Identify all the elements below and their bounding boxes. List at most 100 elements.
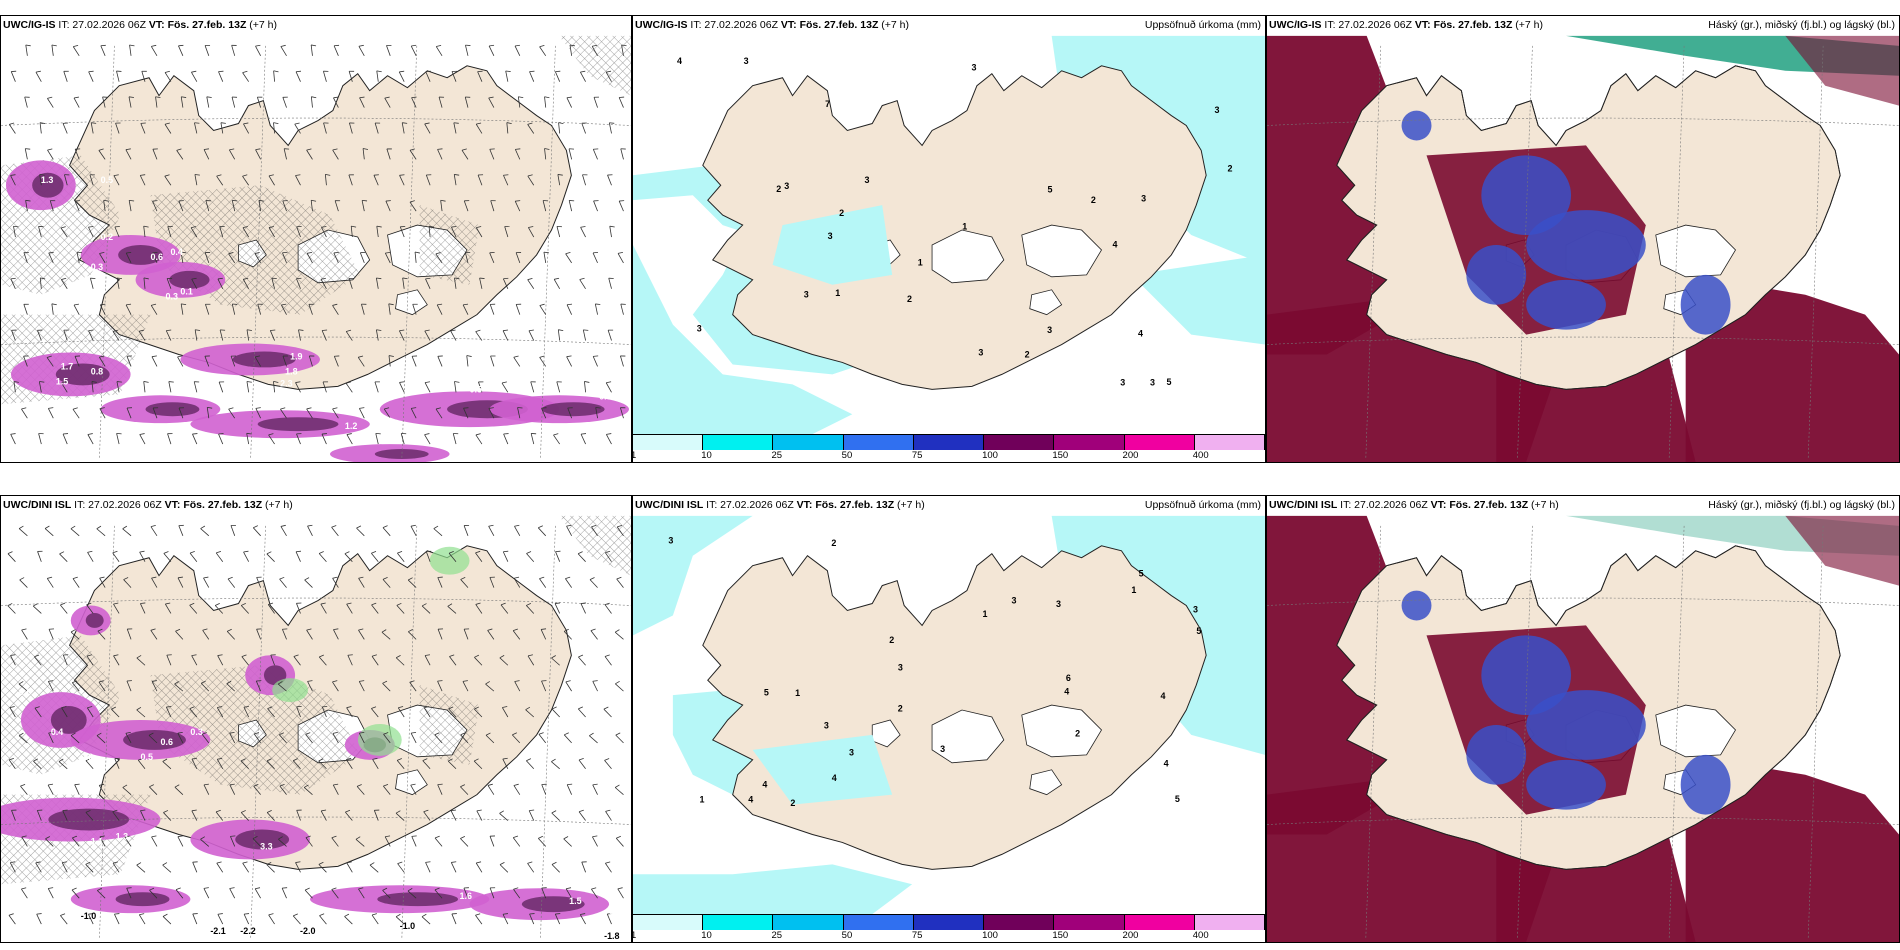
precip-value-label: -1.8 <box>604 931 619 941</box>
precip-value-label: 1.3 <box>116 831 128 841</box>
accum-value-label: 1 <box>962 222 967 232</box>
accum-value-label: 3 <box>1012 596 1017 606</box>
panel-bottom-left: UWC/DINI ISL IT: 27.02.2026 06Z VT: Fös.… <box>0 495 632 943</box>
accum-value-label: 4 <box>1113 240 1118 250</box>
glacier-outline <box>1029 769 1063 796</box>
glacier-outline <box>395 289 428 316</box>
accum-value-label: 2 <box>907 294 912 304</box>
precip-value-label: 0.6 <box>160 737 172 747</box>
panel-top-middle: UWC/IG-IS IT: 27.02.2026 06Z VT: Fös. 27… <box>632 15 1266 463</box>
mid-cloud-area <box>1526 759 1606 810</box>
colorbar-swatch <box>703 435 774 451</box>
low-cloud-area <box>1685 274 1899 462</box>
colorbar-tick-label: 100 <box>982 930 998 941</box>
accum-value-label: 3 <box>1141 193 1146 203</box>
colorbar-swatch <box>1194 915 1265 931</box>
precip-value-label: 0.6 <box>151 252 163 262</box>
precip-value-label: 0.4 <box>51 727 63 737</box>
glacier-outline <box>395 769 428 796</box>
mid-cloud-area <box>1526 279 1606 330</box>
iceland-coastline <box>702 65 1207 390</box>
glacier-outline <box>1021 224 1103 278</box>
precip-value-label: 1.6 <box>460 891 472 901</box>
accum-value-label: 5 <box>1175 794 1180 804</box>
colorbar-swatch <box>1054 915 1125 931</box>
low-cloud-area <box>1685 754 1899 942</box>
glacier-outline <box>931 709 1005 764</box>
precip-value-label: 1.0 <box>81 528 93 538</box>
precip-value-label: 0.4 <box>170 247 182 257</box>
precip-value-label: -2.0 <box>300 926 315 936</box>
colorbar-tick-label: 150 <box>1052 930 1069 941</box>
panel-subtitle: Háský (gr.), miðský (fj.bl.) og lágský (… <box>1708 499 1895 511</box>
accum-value-label: 3 <box>668 536 673 546</box>
accum-value-label: 2 <box>1228 164 1233 174</box>
precip-value-label: -1.0 <box>400 921 415 931</box>
colorbar-swatch <box>913 435 985 451</box>
accum-value-label: 2 <box>889 635 894 645</box>
precip-value-label: 1.5 <box>569 896 581 906</box>
accum-region <box>633 515 753 636</box>
colorbar-swatch <box>984 435 1055 451</box>
panel-subtitle: Uppsöfnuð úrkoma (mm) <box>1144 499 1261 511</box>
wind-precip-map: 0.51.30.30.20.6 0.40.50.3 0.11.91.80.81.51… <box>1 16 631 462</box>
mid-cloud-area <box>1481 155 1572 236</box>
panel-bottom-middle: UWC/DINI ISL IT: 27.02.2026 06Z VT: Fös.… <box>632 495 1266 943</box>
accum-value-label: 5 <box>1166 377 1171 387</box>
glacier-outline <box>1655 224 1737 278</box>
accum-value-label: 3 <box>849 747 854 757</box>
accum-value-label: 1 <box>1131 585 1136 595</box>
accum-value-label: 3 <box>978 348 983 358</box>
colorbar-tick-label: 10 <box>701 930 712 941</box>
accum-value-label: 3 <box>1056 599 1061 609</box>
precip-value-label: 2.3 <box>280 378 292 388</box>
precip-value-label: 0.5 <box>141 752 153 762</box>
colorbar-swatch <box>843 915 914 931</box>
colorbar-tick-label: 10 <box>701 450 712 461</box>
panel-top-left: UWC/IG-IS IT: 27.02.2026 06Z VT: Fös. 27… <box>0 15 632 463</box>
colorbar-swatch <box>773 915 844 931</box>
precip-value-label: 1.7 <box>61 361 73 371</box>
cloud-cover-map <box>1267 496 1899 942</box>
accum-value-label: 3 <box>1193 604 1198 614</box>
precip-value-label: 0.5 <box>101 175 113 185</box>
precip-value-label: 0.9 <box>81 752 93 762</box>
colorbar-swatch <box>1054 435 1125 451</box>
colorbar-swatch <box>913 915 985 931</box>
precip-value-label: -2.2 <box>240 926 255 936</box>
accum-value-label: 4 <box>832 773 837 783</box>
precip-value-label: 2.3 <box>275 866 287 876</box>
accum-value-label: 2 <box>1025 350 1030 360</box>
precip-value-label: 1.2 <box>345 421 357 431</box>
accum-value-label: 1 <box>983 609 988 619</box>
precip-value-label: 3.3 <box>260 841 272 851</box>
mid-cloud-area <box>1466 724 1527 785</box>
accum-value-label: 5 <box>764 687 769 697</box>
precip-value-label: 0.3 <box>190 727 202 737</box>
colorbar-tick-label: 50 <box>841 930 853 941</box>
accum-value-label: 3 <box>1150 378 1155 388</box>
accum-value-label: 3 <box>804 289 809 299</box>
colorbar-swatches <box>633 434 1265 451</box>
panel-title: UWC/IG-IS IT: 27.02.2026 06Z VT: Fös. 27… <box>635 19 910 31</box>
accum-value-label: 3 <box>744 56 749 66</box>
colorbar: 1 10 25 50 75 100 150 200 400 <box>633 434 1265 462</box>
accum-value-label: 2 <box>831 538 836 548</box>
mid-cloud-area <box>1526 690 1646 760</box>
colorbar-swatch <box>703 915 774 931</box>
accum-value-label: 3 <box>898 662 903 672</box>
accum-value-label: 3 <box>784 181 789 191</box>
wind-barbs <box>8 44 627 445</box>
accum-value-label: 1 <box>835 288 840 298</box>
colorbar-tick-label: 400 <box>1192 450 1209 461</box>
accum-value-label: 3 <box>1215 105 1220 115</box>
accum-region <box>1131 254 1265 345</box>
accum-value-label: 7 <box>825 99 830 109</box>
panel-title: UWC/IG-IS IT: 27.02.2026 06Z VT: Fös. 27… <box>1269 19 1544 31</box>
accum-region <box>633 244 853 435</box>
precip-value-label: 1.1 <box>380 419 392 429</box>
accum-value-label: 3 <box>940 744 945 754</box>
accum-value-label: 4 <box>1064 687 1069 697</box>
